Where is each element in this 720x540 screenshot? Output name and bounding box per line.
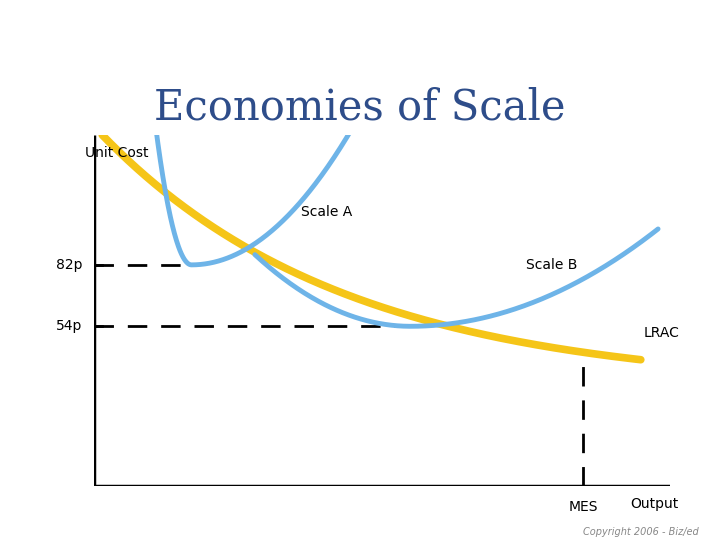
Text: 54p: 54p: [55, 319, 82, 333]
Text: Copyright 2006 - Biz/ed: Copyright 2006 - Biz/ed: [582, 527, 698, 537]
Text: Unit Cost: Unit Cost: [85, 146, 148, 159]
Text: MES: MES: [569, 500, 598, 514]
Text: biz/ed: biz/ed: [29, 22, 81, 37]
Text: @: @: [30, 33, 50, 52]
Text: Scale B: Scale B: [526, 258, 577, 272]
Text: Scale A: Scale A: [301, 205, 352, 219]
Text: http://www.bized.co.uk: http://www.bized.co.uk: [568, 66, 706, 76]
Text: Output: Output: [630, 497, 678, 510]
Text: Economies of Scale: Economies of Scale: [154, 87, 566, 129]
Text: 82p: 82p: [55, 258, 82, 272]
Text: LRAC: LRAC: [644, 326, 680, 340]
